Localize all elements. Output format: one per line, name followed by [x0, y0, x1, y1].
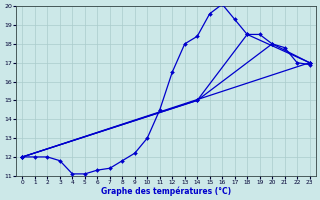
X-axis label: Graphe des températures (°C): Graphe des températures (°C): [101, 186, 231, 196]
